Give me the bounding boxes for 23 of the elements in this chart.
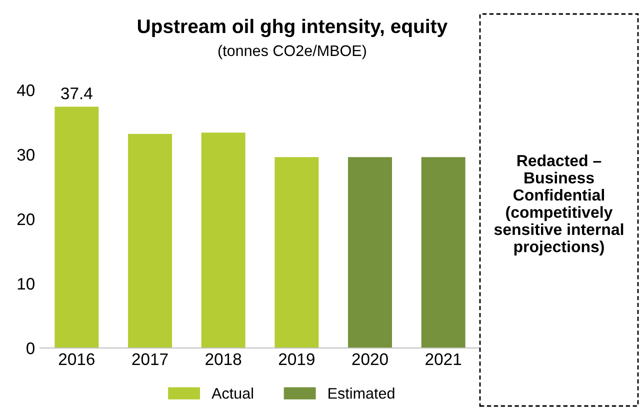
bar bbox=[274, 157, 319, 348]
y-tick-label: 20 bbox=[17, 213, 34, 226]
bar bbox=[54, 106, 99, 348]
x-tick-label: 2020 bbox=[352, 353, 388, 366]
x-tick-label: 2021 bbox=[426, 353, 462, 366]
data-label: 37.4 bbox=[61, 88, 92, 100]
bar bbox=[421, 157, 466, 348]
y-tick-label: 0 bbox=[26, 342, 34, 354]
y-tick-label: 10 bbox=[18, 278, 34, 290]
y-tick-label: 30 bbox=[17, 148, 34, 161]
chart-title: Upstream oil ghg intensity, equity bbox=[138, 18, 448, 38]
text: Redacted – Business Confidential (competitively sensitive internal projections) bbox=[494, 154, 624, 256]
chart-subtitle: (tonnes CO2e/MBOE) bbox=[218, 44, 366, 60]
legend-label: Estimated bbox=[328, 388, 394, 399]
x-tick-label: 2019 bbox=[278, 353, 314, 366]
y-tick-label: 40 bbox=[16, 84, 34, 96]
legend-label: Actual bbox=[212, 388, 253, 399]
bar bbox=[201, 132, 246, 348]
x-tick-label: 2017 bbox=[132, 353, 168, 366]
bar bbox=[348, 157, 392, 348]
x-tick-label: 2018 bbox=[206, 353, 242, 366]
x-tick-label: 2016 bbox=[58, 353, 94, 366]
bar bbox=[128, 134, 172, 348]
